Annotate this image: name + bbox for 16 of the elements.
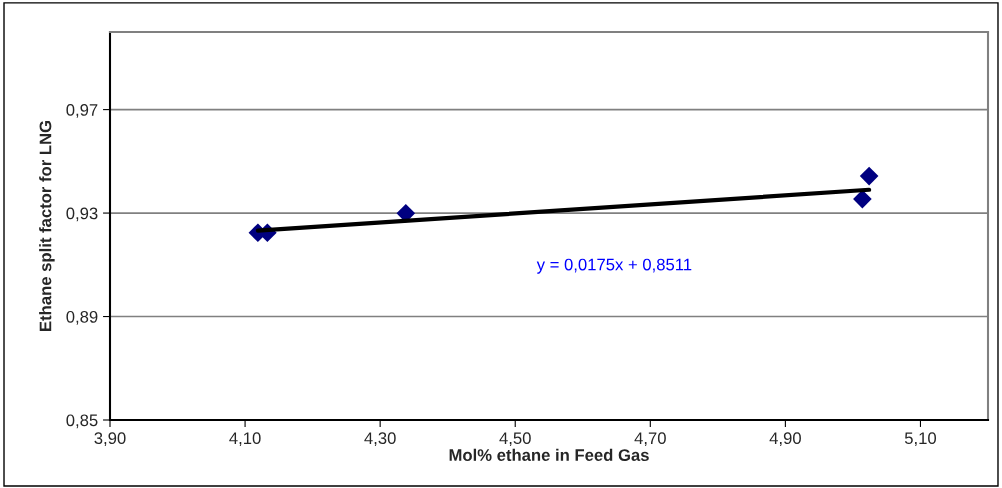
- x-tick-label: 4,50: [499, 432, 531, 447]
- y-tick-label: 0,93: [66, 207, 98, 222]
- y-tick-label: 0,97: [66, 104, 98, 118]
- x-tick-label: 4,10: [229, 432, 261, 447]
- annotation: y = 0,0175x + 0,8511: [536, 258, 692, 274]
- y-axis-title: Ethane split factor for LNG: [39, 121, 55, 331]
- y-tick-label: 0,89: [66, 310, 98, 325]
- y-tick-label: 0,85: [66, 414, 98, 429]
- x-tick-label: 3,90: [94, 432, 126, 447]
- x-axis-title: Mol% ethane in Feed Gas: [449, 448, 649, 461]
- x-tick-label: 4,30: [364, 432, 396, 447]
- x-tick-label: 4,70: [634, 432, 666, 447]
- point: [859, 166, 879, 186]
- point: [853, 189, 872, 209]
- x-tick-label: 4,90: [769, 432, 801, 447]
- x-tick-label: 5,10: [904, 432, 937, 447]
